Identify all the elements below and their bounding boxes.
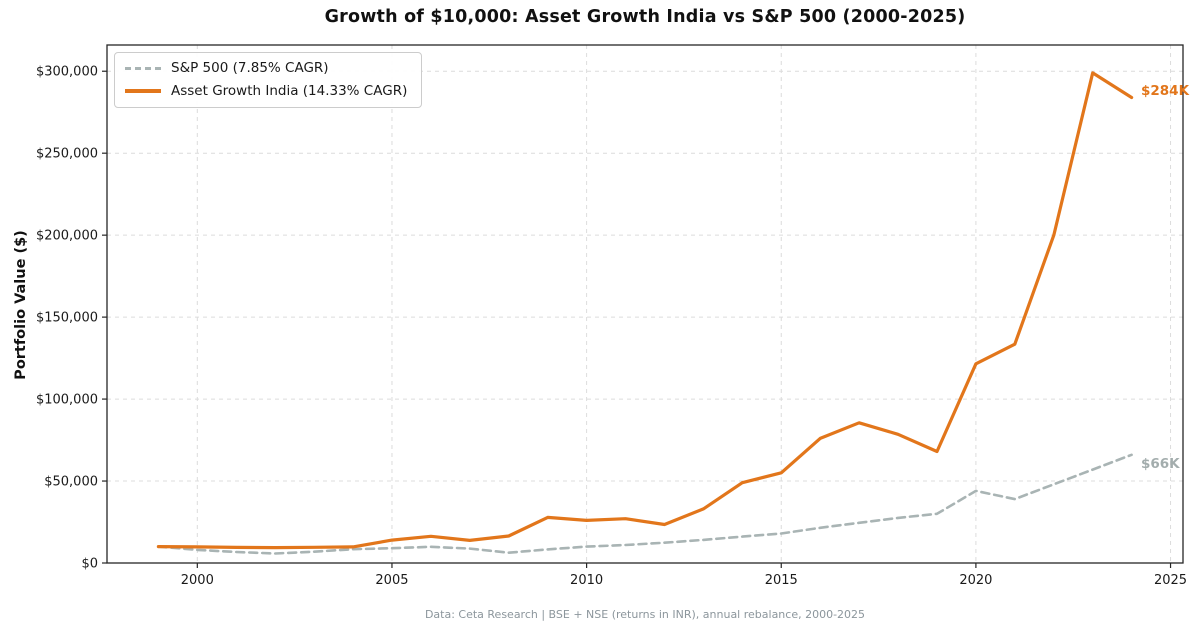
gridlines bbox=[107, 45, 1183, 564]
axes-frame bbox=[106, 44, 1184, 564]
y-tick-label: $150,000 bbox=[36, 311, 98, 326]
legend: S&P 500 (7.85% CAGR) Asset Growth India … bbox=[114, 52, 423, 109]
legend-item-sp500: S&P 500 (7.85% CAGR) bbox=[125, 60, 407, 77]
y-tick-label: $0 bbox=[81, 557, 98, 572]
annotation-sp500-end-value: $66K bbox=[1141, 456, 1180, 472]
x-tick-label: 2020 bbox=[959, 573, 992, 588]
y-tick-label: $50,000 bbox=[44, 475, 98, 490]
sp500-dashed-line-swatch bbox=[125, 67, 161, 71]
sp500-line bbox=[157, 453, 1133, 555]
india-line bbox=[156, 71, 1134, 550]
india-solid-line-swatch bbox=[125, 89, 161, 94]
y-tick-label: $200,000 bbox=[36, 229, 98, 244]
y-tick-label: $250,000 bbox=[36, 147, 98, 162]
y-tick-label: $100,000 bbox=[36, 393, 98, 408]
data-source-caption: Data: Ceta Research | BSE + NSE (returns… bbox=[424, 608, 866, 621]
x-tick-label: 2015 bbox=[765, 573, 798, 588]
annotation-india-end-value: $284K bbox=[1141, 83, 1190, 99]
x-tick-label: 2025 bbox=[1154, 573, 1187, 588]
x-tick-label: 2000 bbox=[181, 573, 214, 588]
legend-label-india: Asset Growth India (14.33% CAGR) bbox=[171, 82, 408, 99]
x-tick-label: 2010 bbox=[570, 573, 603, 588]
y-tick-label: $300,000 bbox=[36, 65, 98, 80]
chart-title: Growth of $10,000: Asset Growth India vs… bbox=[324, 7, 966, 27]
x-tick-label: 2005 bbox=[375, 573, 408, 588]
axis-ticks: 2000 2005 2010 2015 2020 2025 $0 $50,000 $100,00… bbox=[36, 65, 1187, 588]
legend-item-india: Asset Growth India (14.33% CAGR) bbox=[125, 82, 408, 100]
legend-label-sp500: S&P 500 (7.85% CAGR) bbox=[171, 60, 329, 76]
